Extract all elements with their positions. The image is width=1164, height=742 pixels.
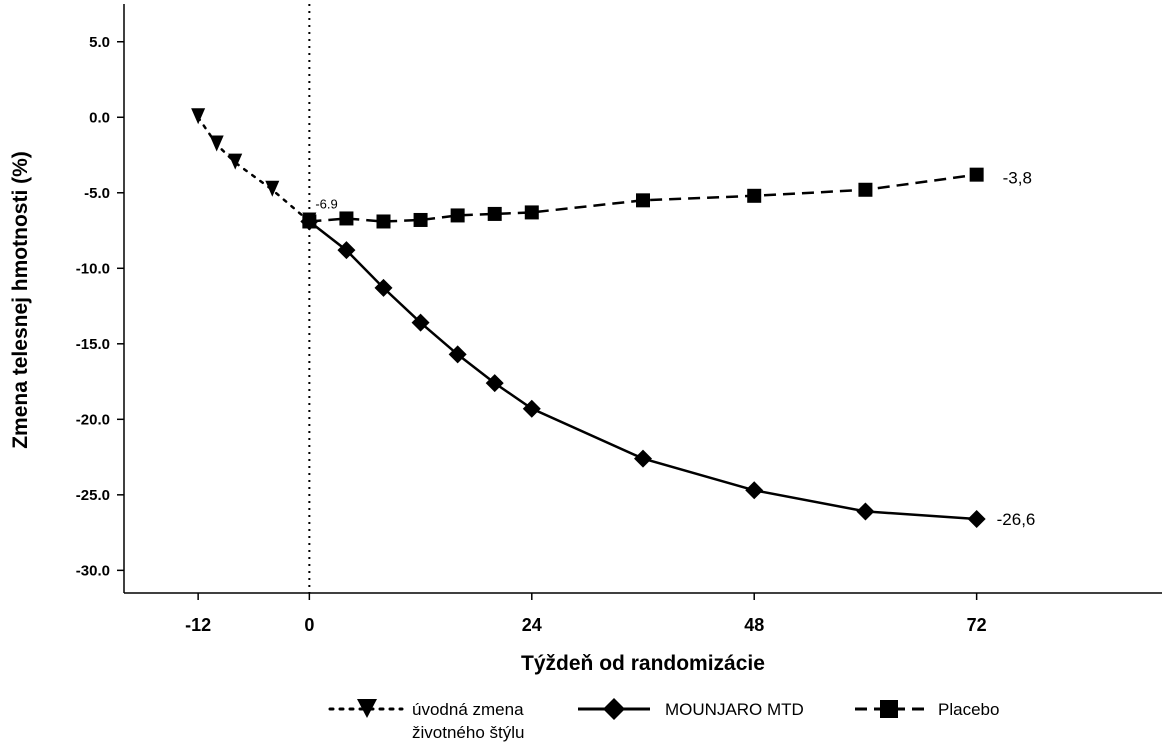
data-point-square <box>636 193 650 208</box>
legend-item-lifestyle: úvodná zmena životného štýlu <box>328 699 524 742</box>
data-point-diamond <box>522 399 541 418</box>
data-point-triangle <box>209 135 224 152</box>
y-axis-title: Zmena telesnej hmotnosti (%) <box>9 151 32 449</box>
data-point-diamond <box>634 449 652 468</box>
annotations: -6.9 -26,6 -3,8 <box>315 169 1035 529</box>
data-point-diamond <box>448 345 467 364</box>
legend: úvodná zmena životného štýlu MOUNJARO MT… <box>328 698 999 742</box>
series-line-mounjaro <box>308 220 977 521</box>
y-tick-label: 0.0 <box>89 109 110 126</box>
data-point-diamond <box>411 313 430 332</box>
x-tick-label: -12 <box>185 615 211 635</box>
series-line-placebo <box>309 173 977 223</box>
x-tick-label: 0 <box>304 615 314 635</box>
y-tick-label: -10.0 <box>76 260 110 277</box>
data-point-triangle <box>265 180 280 197</box>
data-point-square <box>376 214 391 229</box>
legend-marker-square-icon <box>880 700 898 718</box>
x-tick-label: 48 <box>744 615 764 635</box>
data-point-diamond <box>967 509 986 528</box>
data-point-square <box>858 182 873 197</box>
data-point-square <box>413 212 428 227</box>
legend-marker-triangle-icon <box>357 699 377 718</box>
data-point-diamond <box>856 502 875 521</box>
series-markers <box>191 108 986 528</box>
legend-marker-diamond-icon <box>603 698 625 720</box>
placebo-end-value-label: -3,8 <box>1003 169 1032 188</box>
legend-label-mounjaro: MOUNJARO MTD <box>665 700 804 719</box>
x-axis-title: Týždeň od randomizácie <box>521 652 765 675</box>
data-point-triangle <box>191 108 206 125</box>
y-tick-label: -25.0 <box>76 487 110 504</box>
y-tick-label: -30.0 <box>76 562 110 579</box>
baseline-value-label: -6.9 <box>315 196 337 211</box>
legend-item-mounjaro: MOUNJARO MTD <box>578 698 804 720</box>
axes <box>123 4 1162 594</box>
data-point-square <box>487 206 502 221</box>
data-point-square <box>747 188 762 203</box>
data-point-square <box>302 214 317 229</box>
data-point-square <box>524 205 539 220</box>
data-point-square <box>339 211 354 226</box>
x-tick-label: 72 <box>967 615 987 635</box>
data-point-diamond <box>337 241 356 260</box>
y-tick-label: 5.0 <box>89 34 110 51</box>
y-tick-label: -5.0 <box>84 185 110 202</box>
data-point-square <box>969 167 984 182</box>
legend-label-placebo: Placebo <box>938 700 999 719</box>
x-tick-label: 24 <box>522 615 542 635</box>
y-tick-label: -15.0 <box>76 336 110 353</box>
legend-label-lifestyle-line2: životného štýlu <box>412 723 524 742</box>
legend-label-lifestyle-line1: úvodná zmena <box>412 700 524 719</box>
data-point-diamond <box>485 374 504 393</box>
series-lines <box>196 116 977 521</box>
data-point-square <box>450 208 465 223</box>
legend-item-placebo: Placebo <box>855 700 999 719</box>
y-tick-label: -20.0 <box>76 411 110 428</box>
mounjaro-end-value-label: -26,6 <box>997 510 1036 529</box>
data-point-triangle <box>228 153 243 170</box>
data-point-diamond <box>374 278 393 297</box>
data-point-diamond <box>745 481 764 500</box>
x-ticks: -12 0 24 48 72 <box>185 593 987 635</box>
y-ticks: 5.0 0.0 -5.0 -10.0 -15.0 -20.0 -25.0 -30.0 <box>76 34 124 579</box>
series-line-lifestyle <box>196 116 311 223</box>
